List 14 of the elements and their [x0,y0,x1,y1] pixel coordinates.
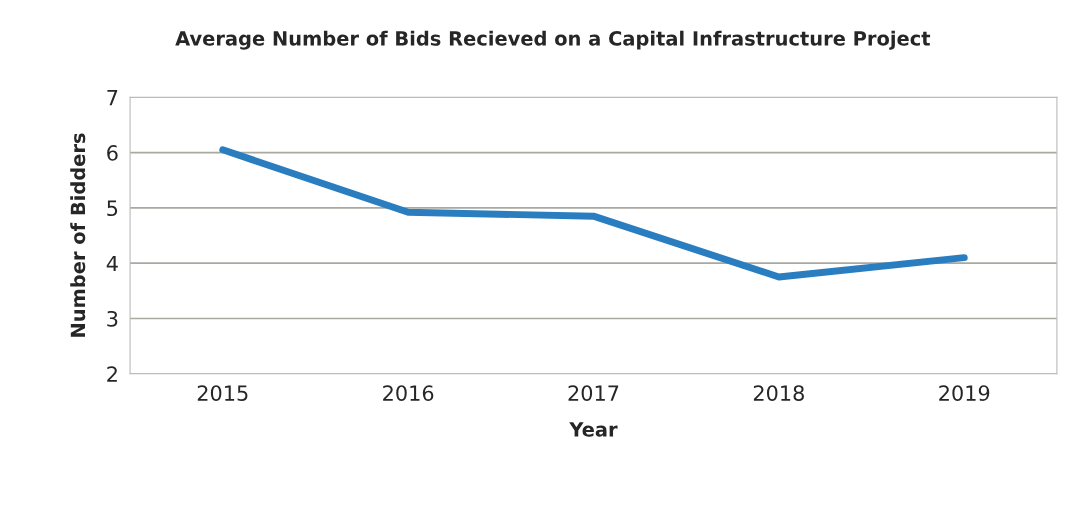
y-tick-label: 7 [107,90,118,106]
y-tick-label: 5 [107,200,118,217]
x-tick-label: 2015 [197,385,248,401]
y-tick-label: 6 [107,145,118,161]
x-tick-label: 2017 [568,385,619,401]
y-tick-label: 3 [107,310,118,327]
y-tick-label: 4 [106,255,118,272]
x-tick-label: 2018 [753,385,804,401]
x-tick-label: 2016 [383,385,434,401]
x-axis-title: Year [569,422,618,437]
y-tick-label: 2 [107,366,117,382]
chart-title: Average Number of Bids Recieved on a Capital Infrastructure Project [175,30,931,50]
y-axis-title: Number of Bidders [70,133,86,337]
x-tick-label: 2019 [939,385,990,401]
